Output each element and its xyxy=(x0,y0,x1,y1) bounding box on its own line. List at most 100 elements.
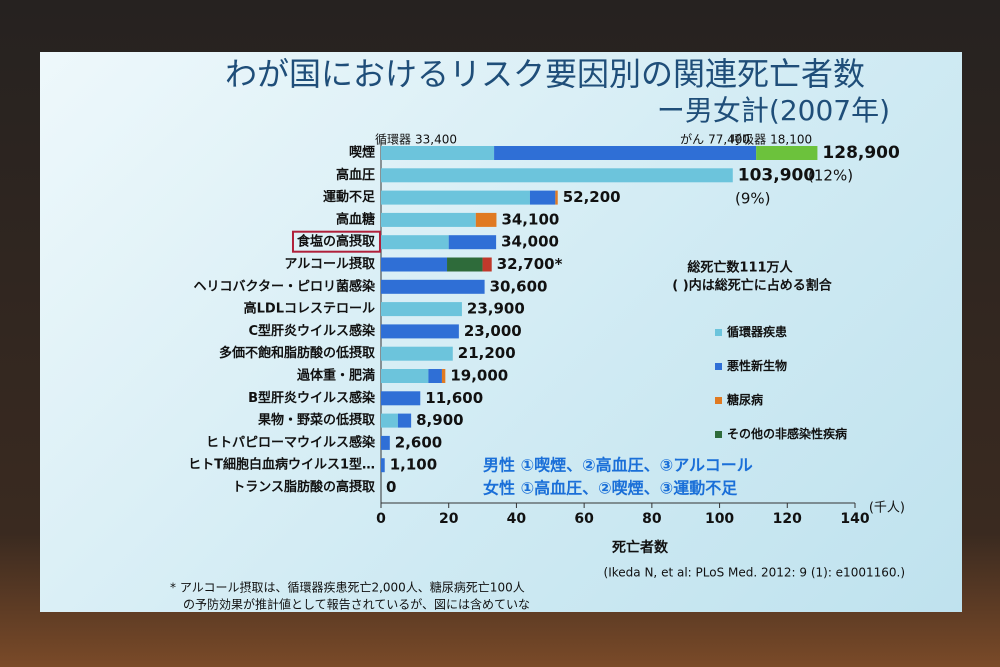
segment-value-label: 18,100 xyxy=(770,133,812,147)
highlight-box xyxy=(291,230,381,253)
note: 総死亡数111万人 xyxy=(687,260,793,276)
total-label: 23,000 xyxy=(464,322,522,340)
x-tick-label: 60 xyxy=(574,511,594,527)
legend-swatch xyxy=(715,431,722,438)
legend-label: 悪性新生物 xyxy=(727,359,788,373)
ranking: 男性 ①喫煙、②高血圧、③アルコール xyxy=(483,456,753,475)
bar-segment xyxy=(756,146,818,160)
total-label: 1,100 xyxy=(390,456,437,474)
x-tick-label: 0 xyxy=(376,511,386,527)
x-tick-label: 20 xyxy=(439,511,459,527)
bar-segment xyxy=(555,190,558,205)
x-axis-label: 死亡者数 xyxy=(611,539,669,556)
legend-swatch xyxy=(715,363,722,370)
x-tick-label: 120 xyxy=(773,511,802,527)
y-tick-label: 喫煙 xyxy=(349,145,375,161)
share-label: (12%) xyxy=(808,167,853,185)
bar-segment xyxy=(397,413,412,428)
legend-label: 循環器疾患 xyxy=(727,325,788,339)
bar-segment xyxy=(381,302,462,317)
segment-value-label: 33,400 xyxy=(415,133,457,147)
total-label: 128,900 xyxy=(822,143,900,163)
bar-segment xyxy=(381,279,485,294)
footnote: * アルコール摂取は、循環器疾患死亡2,000人、糖尿病死亡100人 xyxy=(170,580,525,595)
segment-name: 循環器 xyxy=(375,133,411,147)
bar-segment xyxy=(381,212,476,227)
y-tick-label: 高血圧 xyxy=(336,167,375,183)
segment-value-label: 77,400 xyxy=(708,133,750,147)
bar-segment xyxy=(448,235,497,250)
y-tick-label: 過体重・肥満 xyxy=(296,368,375,384)
bar-segment xyxy=(475,212,497,227)
total-label: 19,000 xyxy=(450,367,508,385)
total-label: 23,900 xyxy=(467,300,525,318)
total-label: 2,600 xyxy=(395,433,442,451)
chart-title: わが国におけるリスク要因別の関連死亡者数 xyxy=(225,55,865,93)
bar-segment xyxy=(381,391,421,406)
bar-segment xyxy=(381,190,530,205)
bar-segment xyxy=(529,190,556,205)
total-label: 11,600 xyxy=(425,389,483,407)
y-tick-label: 高血糖 xyxy=(336,211,375,227)
total-label: 34,000 xyxy=(501,233,559,251)
y-tick-label: ヒトT細胞白血病ウイルス1型… xyxy=(188,457,375,473)
y-tick-label: B型肝炎ウイルス感染 xyxy=(248,390,376,406)
bar-segment xyxy=(428,369,442,383)
bar-segment xyxy=(381,458,385,473)
x-tick-label: 80 xyxy=(642,511,662,527)
total-label: 34,100 xyxy=(501,210,559,228)
x-unit: (千人) xyxy=(869,501,905,516)
y-tick-label: ヒトパピローマウイルス感染 xyxy=(206,434,376,450)
chart-subtitle: ー男女計(2007年) xyxy=(657,94,890,127)
bar-segment xyxy=(381,369,429,383)
total-label: 52,200 xyxy=(563,188,621,206)
x-tick-label: 100 xyxy=(705,511,734,527)
y-tick-label: ヘリコバクター・ピロリ菌感染 xyxy=(194,278,376,294)
y-tick-label: 運動不足 xyxy=(323,189,376,205)
segment-name: がん xyxy=(680,132,704,147)
y-tick-label: 多価不飽和脂肪酸の低摂取 xyxy=(219,345,376,361)
bar-segment xyxy=(381,146,495,160)
total-label: 103,900 xyxy=(738,165,816,185)
note: ( )内は総死亡に占める割合 xyxy=(672,278,832,294)
legend-item: 悪性新生物 xyxy=(715,356,880,376)
y-tick-label: アルコール摂取 xyxy=(284,256,376,272)
total-label: 21,200 xyxy=(458,344,516,362)
ranking: 女性 ①高血圧、②喫煙、③運動不足 xyxy=(483,479,738,498)
slide xyxy=(40,52,962,612)
bar-segment xyxy=(381,257,448,272)
total-label: 8,900 xyxy=(416,411,463,429)
bar-segment xyxy=(447,257,483,272)
total-label: 30,600 xyxy=(490,277,548,295)
bar-segment xyxy=(441,369,446,383)
y-tick-label: 高LDLコレステロール xyxy=(244,301,375,317)
bar-segment xyxy=(381,168,733,183)
total-label: 32,700* xyxy=(497,255,563,273)
legend-swatch xyxy=(715,397,722,404)
segment-name: 呼吸器 xyxy=(730,133,766,147)
y-tick-label: 食塩の高摂取 xyxy=(297,234,376,250)
x-tick-label: 40 xyxy=(507,511,527,527)
y-tick-label: 果物・野菜の低摂取 xyxy=(257,412,376,428)
bar-segment xyxy=(381,235,449,250)
bar-segment xyxy=(381,346,453,361)
y-tick-label: C型肝炎ウイルス感染 xyxy=(248,323,376,339)
legend-item: 循環器疾患 xyxy=(715,322,880,342)
bar-segment xyxy=(494,146,757,160)
total-label: 0 xyxy=(386,478,396,496)
bar-segment xyxy=(482,257,492,272)
legend: 循環器疾患悪性新生物糖尿病その他の非感染性疾病 xyxy=(715,322,880,458)
legend-swatch xyxy=(715,329,722,336)
footnote: の予防効果が推計値として報告されているが、図には含めていな xyxy=(183,597,530,612)
bar-segment xyxy=(381,435,390,450)
x-tick-label: 140 xyxy=(840,511,869,527)
y-tick-label: トランス脂肪酸の高摂取 xyxy=(232,479,376,495)
share-label: (9%) xyxy=(735,190,771,208)
legend-item: 糖尿病 xyxy=(715,390,880,410)
legend-label: 糖尿病 xyxy=(727,393,764,407)
legend-item: その他の非感染性疾病 xyxy=(715,424,880,444)
legend-label: その他の非感染性疾病 xyxy=(727,427,848,441)
source: (Ikeda N, et al: PLoS Med. 2012: 9 (1): … xyxy=(604,566,905,580)
